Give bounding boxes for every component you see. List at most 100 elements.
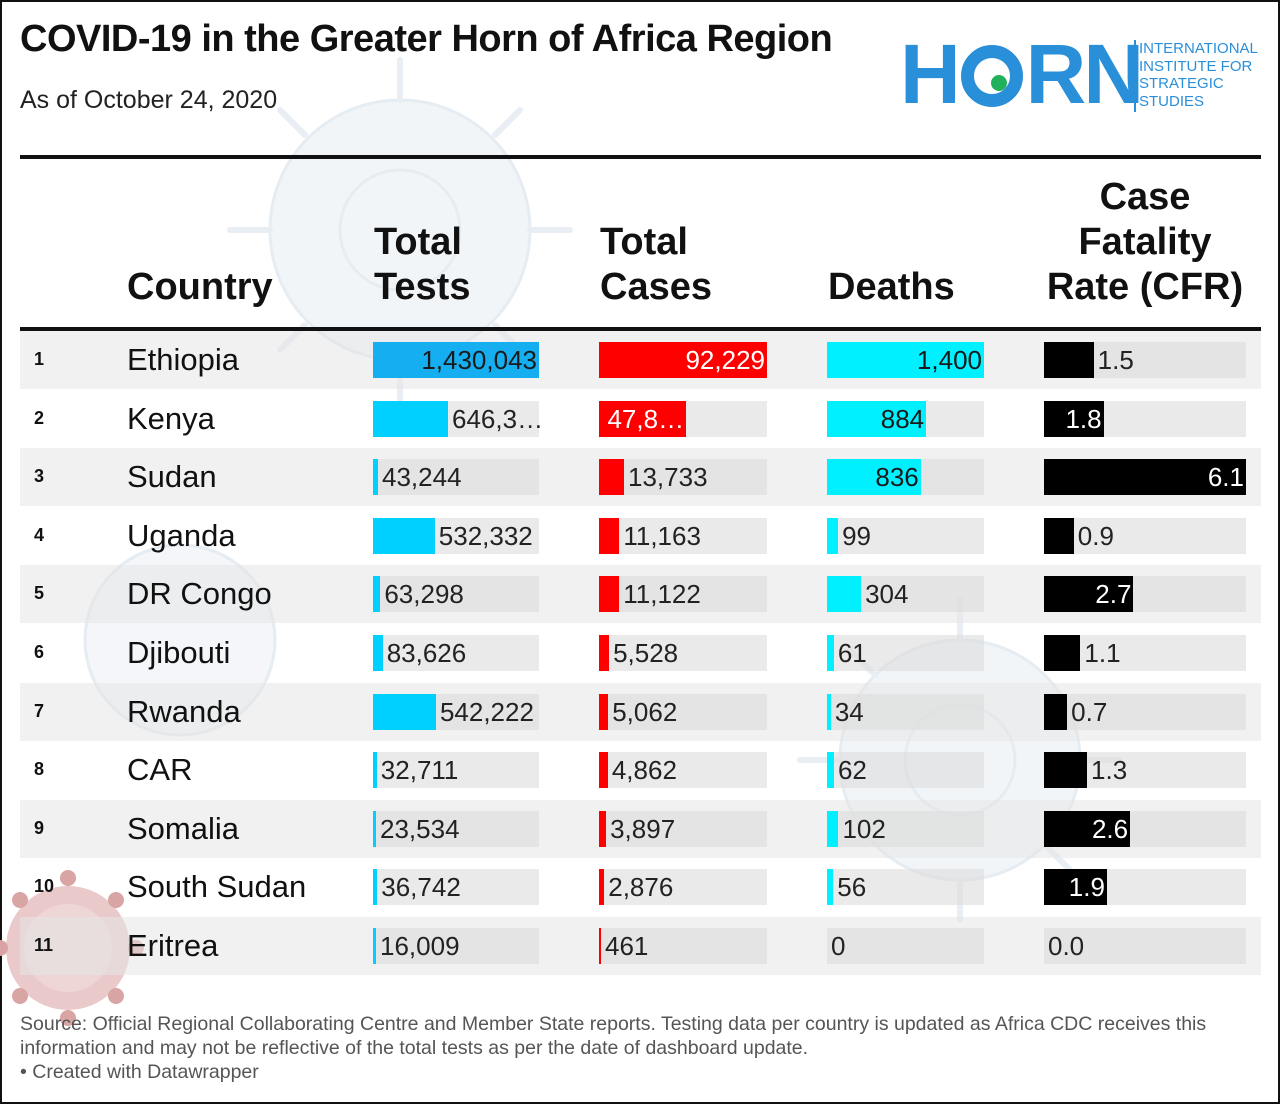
table-row: 9 Somalia 23,534 3,897 102 2.6 [20, 799, 1261, 858]
deaths-cell: 836 [827, 459, 984, 496]
tests-cell: 542,222 [373, 693, 539, 730]
cfr-bar [1044, 752, 1087, 789]
logo-word-left: H [900, 27, 961, 121]
deaths-bar [827, 752, 834, 789]
cfr-label: 0.9 [1077, 520, 1114, 551]
deaths-bar [827, 635, 834, 671]
tests-label: 43,244 [382, 462, 462, 493]
cases-bar [599, 459, 624, 496]
cfr-bar [1044, 517, 1074, 554]
header-country: Country [127, 266, 273, 308]
cases-label: 92,229 [685, 345, 765, 375]
horn-logo: H RN INTERNATIONAL INSTITUTE FOR STRATEGI… [900, 32, 1260, 116]
table-row: 5 DR Congo 63,298 11,122 304 2.7 [20, 565, 1261, 624]
cfr-cell: 1.1 [1044, 635, 1246, 671]
deaths-bar [827, 400, 927, 437]
logo-o-mark [960, 45, 1023, 107]
cases-cell: 4,862 [599, 752, 767, 789]
tests-label: 36,742 [381, 872, 461, 903]
cases-cell: 5,528 [599, 635, 767, 671]
cases-cell: 11,122 [599, 576, 767, 613]
cfr-cell: 2.7 [1044, 576, 1246, 613]
row-rank: 9 [34, 817, 45, 838]
cfr-label: 1.1 [1084, 638, 1121, 668]
tests-label: 542,222 [439, 696, 534, 727]
tests-cell: 16,009 [373, 928, 539, 964]
tests-cell: 36,742 [373, 869, 539, 906]
row-rank: 10 [34, 876, 55, 897]
row-country: Eritrea [127, 928, 219, 963]
cfr-cell: 0.9 [1044, 517, 1246, 554]
row-country: Djibouti [127, 635, 231, 670]
cases-cell: 13,733 [599, 459, 767, 496]
header-total-tests: Total Tests [374, 221, 471, 308]
cfr-label: 1.3 [1091, 755, 1128, 786]
cases-bar [599, 400, 687, 437]
tests-bar [373, 576, 381, 613]
deaths-cell: 99 [827, 517, 984, 554]
cases-label: 461 [605, 931, 649, 961]
table-row: 11 Eritrea 16,009 461 0 0.0 [20, 917, 1261, 975]
deaths-cell: 34 [827, 693, 984, 730]
cases-label: 3,897 [610, 813, 676, 844]
table-row: 7 Rwanda 542,222 5,062 34 0.7 [20, 682, 1261, 741]
logo-wordmark: H RN [900, 32, 1144, 116]
tests-label: 83,626 [386, 638, 467, 668]
deaths-cell: 102 [827, 810, 984, 847]
cfr-cell: 1.5 [1044, 342, 1246, 378]
table-row: 3 Sudan 43,244 13,733 836 6.1 [20, 448, 1261, 507]
deaths-cell: 56 [827, 869, 984, 906]
cases-cell: 461 [599, 928, 767, 964]
tests-bar [373, 869, 378, 906]
deaths-label: 884 [880, 403, 925, 434]
row-rank: 8 [34, 759, 45, 780]
chart-subtitle: As of October 24, 2020 [20, 86, 278, 114]
row-country: CAR [127, 752, 193, 788]
tests-cell: 532,332 [373, 517, 539, 554]
row-rank: 2 [34, 407, 45, 428]
table-row: 2 Kenya 646,3… 47,8… 884 1.8 [20, 390, 1261, 448]
cases-cell: 5,062 [599, 693, 767, 730]
tests-bar [373, 752, 377, 789]
cfr-cell: 0.0 [1044, 928, 1246, 964]
cases-bar [599, 693, 609, 730]
deaths-label: 61 [837, 638, 867, 668]
cfr-bar [1044, 400, 1104, 437]
cases-cell: 47,8… [599, 400, 767, 437]
tests-cell: 32,711 [373, 752, 539, 789]
source-note: Source: Official Regional Collaborating … [20, 1013, 1207, 1059]
cfr-bar [1044, 459, 1246, 496]
cfr-bar [1044, 693, 1068, 730]
deaths-label: 99 [842, 520, 872, 551]
cfr-label: 2.6 [1091, 813, 1129, 844]
cases-cell: 2,876 [599, 869, 767, 906]
deaths-cell: 0 [827, 928, 984, 964]
deaths-cell: 304 [827, 576, 984, 613]
tests-bar [373, 928, 376, 964]
tests-bar [373, 693, 436, 730]
cases-label: 5,062 [612, 696, 678, 727]
table-row: 10 South Sudan 36,742 2,876 56 1.9 [20, 858, 1261, 916]
cfr-cell: 1.3 [1044, 752, 1246, 789]
cfr-bar [1044, 810, 1131, 847]
deaths-label: 1,400 [916, 345, 982, 375]
cfr-label: 2.7 [1095, 579, 1132, 610]
cases-label: 13,733 [628, 462, 708, 493]
cfr-bar [1044, 635, 1081, 671]
tests-cell: 23,534 [373, 810, 539, 847]
tests-label: 1,430,043 [421, 345, 537, 375]
tests-bar [373, 342, 539, 378]
deaths-label: 0 [831, 931, 846, 961]
cases-label: 4,862 [611, 755, 677, 786]
deaths-cell: 1,400 [827, 342, 984, 378]
row-rank: 7 [34, 700, 45, 721]
cases-label: 11,163 [623, 520, 701, 551]
cfr-label: 1.8 [1065, 403, 1102, 434]
cases-bar [599, 928, 601, 964]
cfr-bar [1044, 869, 1107, 906]
deaths-bar [827, 869, 834, 906]
deaths-bar [827, 517, 839, 554]
deaths-bar [827, 342, 984, 378]
cfr-label: 6.1 [1207, 462, 1244, 493]
row-rank: 4 [34, 524, 45, 545]
